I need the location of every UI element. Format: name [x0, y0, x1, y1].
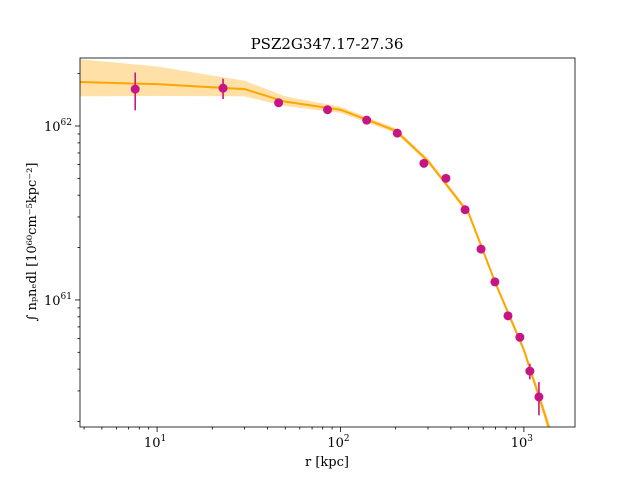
tick-label-base: 10 — [44, 120, 61, 135]
plot-area — [80, 59, 551, 427]
tick-label-exponent: 61 — [61, 292, 72, 302]
tick-label: 102 — [327, 434, 349, 451]
data-point — [515, 332, 525, 342]
tick-label: 103 — [511, 434, 534, 451]
tick-label-base: 10 — [511, 436, 528, 451]
confidence-band — [80, 59, 551, 427]
tick-label-exponent: 2 — [344, 434, 350, 444]
tick-label-exponent: 1 — [160, 434, 166, 444]
data-point — [534, 392, 544, 402]
x-axis-label: r [kpc] — [305, 455, 349, 470]
data-point — [490, 277, 500, 287]
data-point — [274, 98, 284, 108]
data-point — [362, 115, 372, 125]
tick-label-base: 10 — [144, 436, 161, 451]
tick-label-base: 10 — [327, 436, 344, 451]
data-point — [419, 158, 429, 168]
tick-label-exponent: 3 — [527, 434, 533, 444]
tick-label-exponent: 62 — [61, 118, 72, 128]
data-point — [441, 173, 451, 183]
tick-label: 1061 — [44, 292, 72, 309]
data-point — [525, 366, 535, 376]
data-point — [323, 105, 333, 115]
tick-label: 101 — [144, 434, 166, 451]
data-point — [218, 83, 228, 93]
chart-title: PSZ2G347.17-27.36 — [251, 35, 404, 53]
tick-label-base: 10 — [44, 294, 61, 309]
data-point — [130, 84, 140, 94]
data-point — [476, 244, 486, 254]
tick-label: 1062 — [44, 118, 72, 135]
data-point — [460, 205, 470, 215]
model-line — [80, 81, 550, 427]
axes-frame — [79, 57, 576, 428]
data-point — [503, 311, 513, 321]
y-axis-label: ∫ nₚnₑdl [10⁶⁰cm⁻⁵kpc⁻²] — [25, 163, 40, 322]
data-point — [392, 128, 402, 138]
